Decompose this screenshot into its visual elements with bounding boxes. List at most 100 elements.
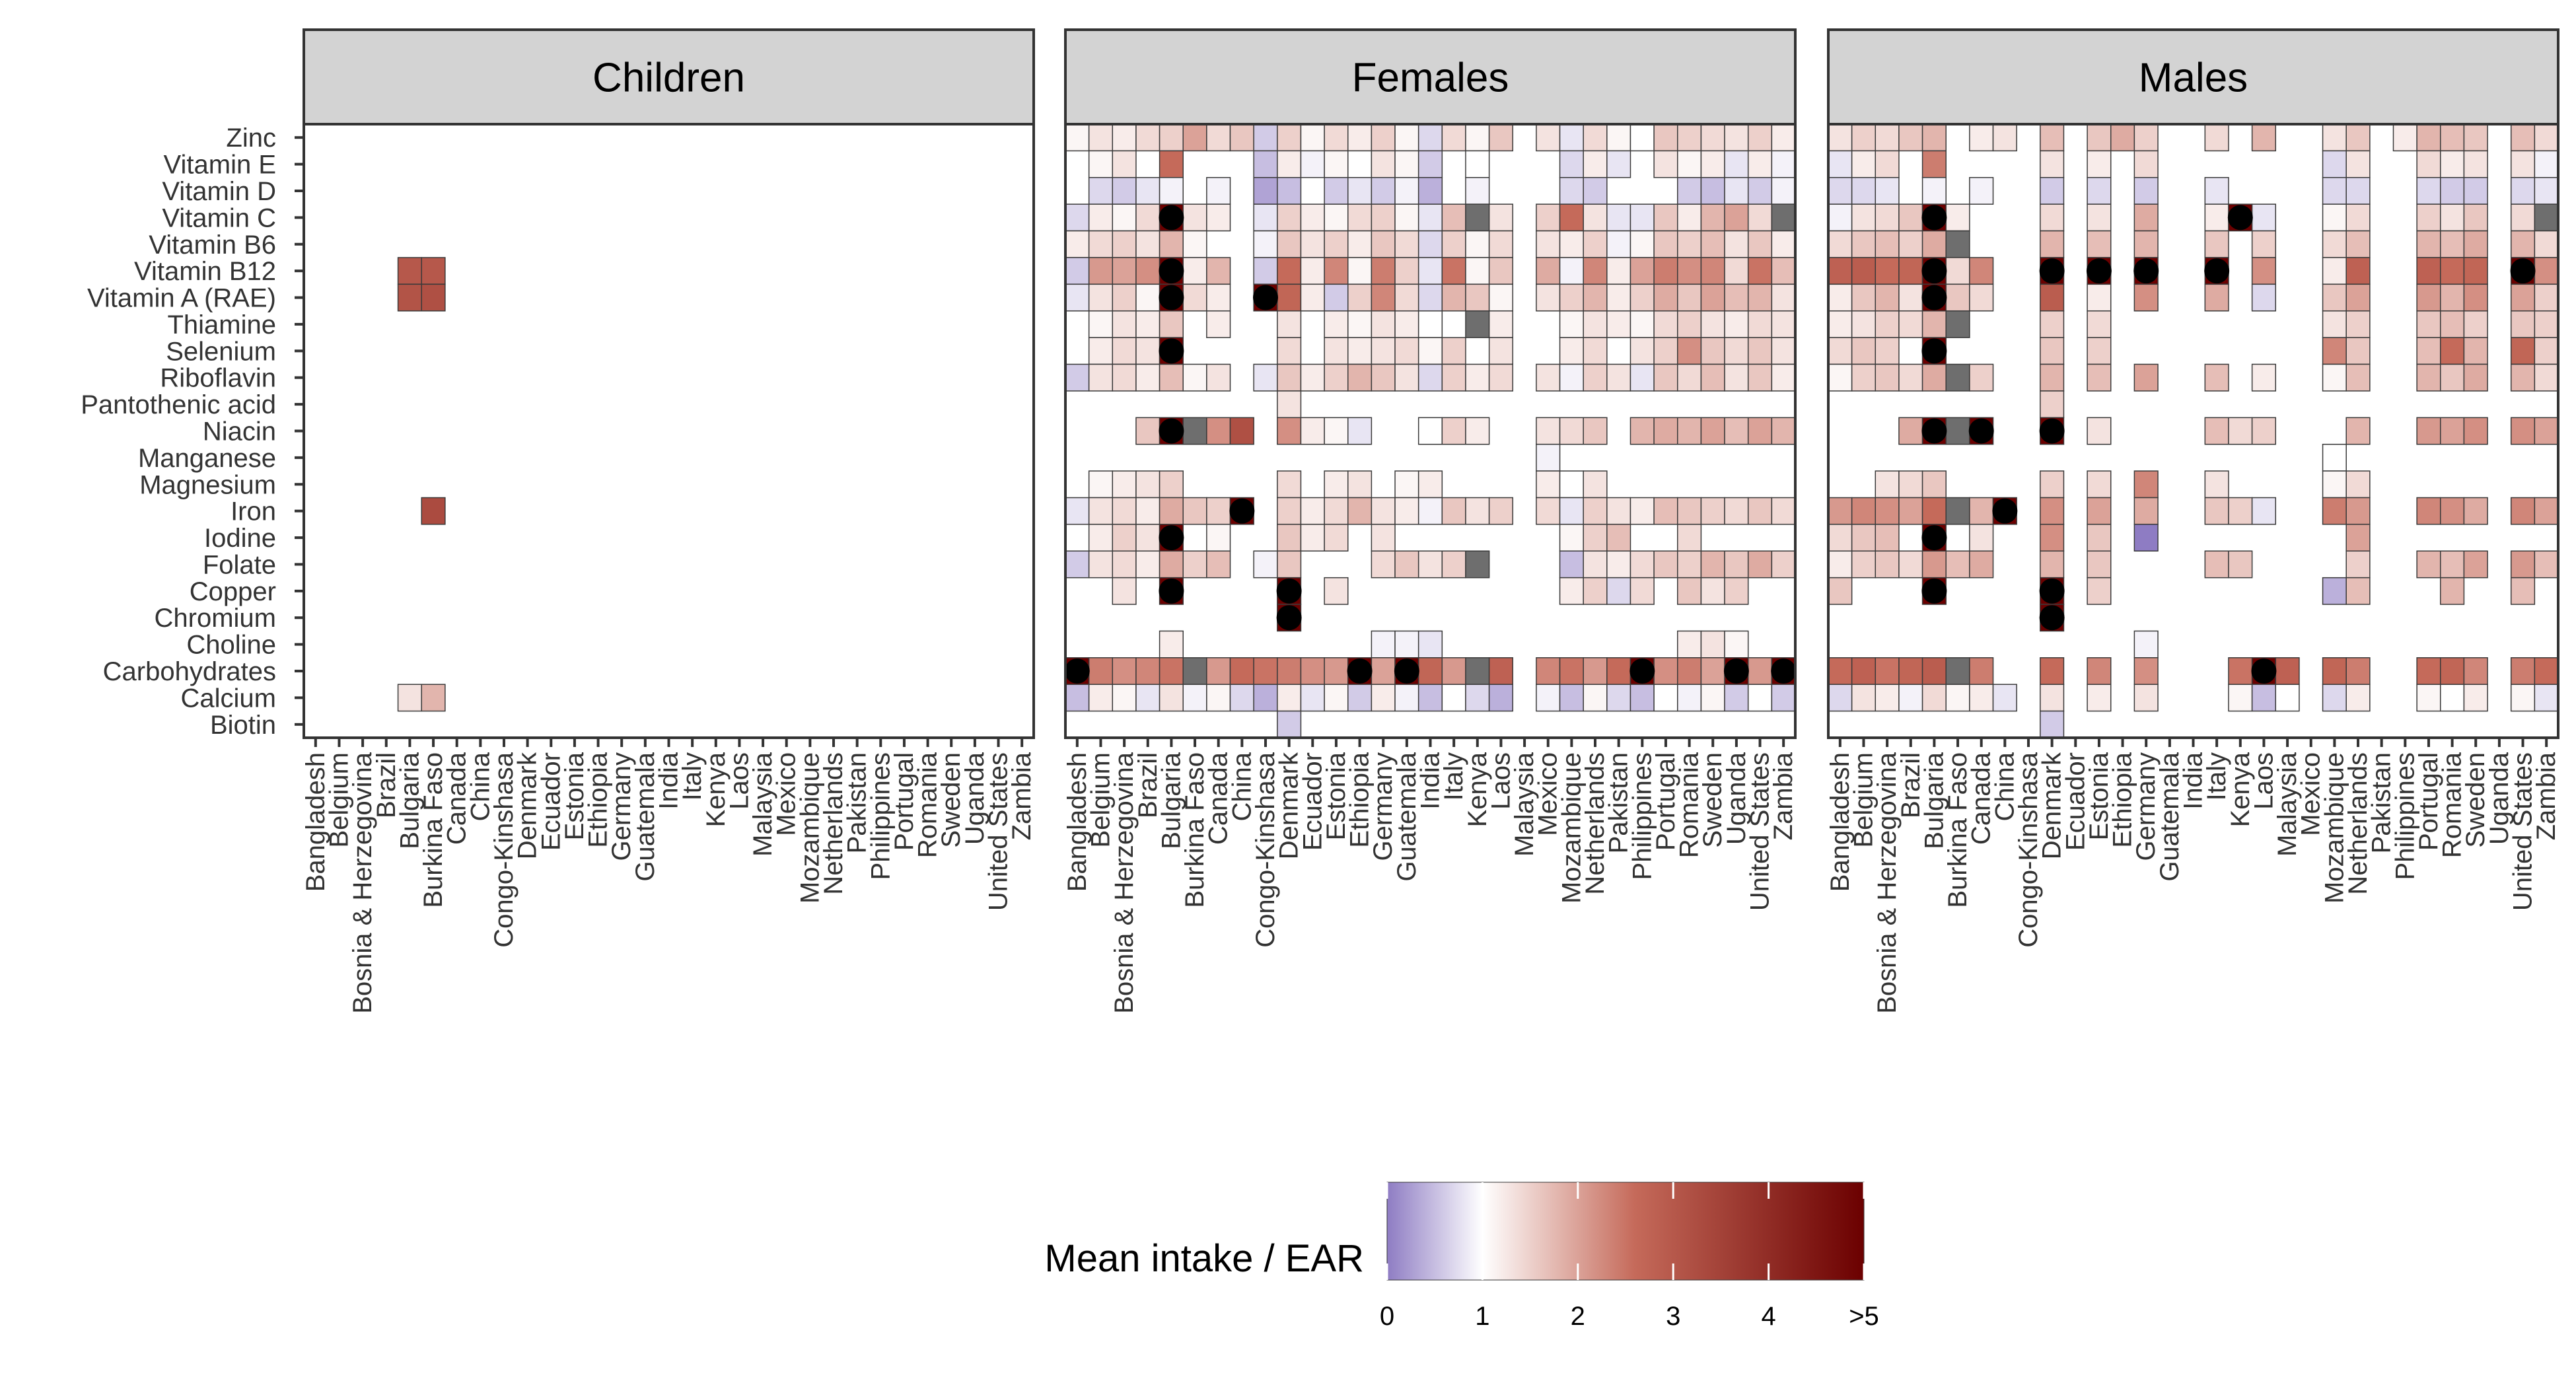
heatmap-cell — [2345, 177, 2371, 205]
above-max-marker — [1159, 418, 1184, 444]
heatmap-cell — [1700, 630, 1725, 658]
heatmap-cell — [1875, 257, 1900, 285]
heatmap-cell — [1583, 657, 1608, 685]
heatmap-cell — [1677, 310, 1702, 338]
heatmap-cell — [1088, 524, 1114, 552]
heatmap-cell — [1898, 310, 1923, 338]
heatmap-cell — [1724, 310, 1749, 338]
above-max-marker — [2039, 578, 2065, 604]
x-tick-label: Canada — [1967, 752, 1996, 845]
heatmap-cell — [1088, 150, 1114, 178]
heatmap-cell — [2133, 124, 2159, 152]
heatmap-cell — [1300, 684, 1325, 712]
heatmap-cell — [1653, 257, 1678, 285]
heatmap-cell — [2463, 417, 2488, 445]
heatmap-cell — [2534, 310, 2559, 338]
x-tick-label: Ethiopia — [2108, 752, 2137, 847]
heatmap-cell — [1159, 230, 1184, 258]
above-max-marker — [1252, 285, 1278, 310]
heatmap-cell — [1371, 363, 1396, 392]
heatmap-cell — [1300, 524, 1325, 552]
heatmap-cell — [1182, 230, 1207, 258]
heatmap-cell — [2463, 124, 2488, 152]
heatmap-cell — [1700, 577, 1725, 605]
heatmap-cell — [1394, 177, 1419, 205]
heatmap-cell — [1921, 177, 1947, 205]
heatmap-cell — [1851, 337, 1877, 365]
legend-tick-label: 2 — [1571, 1302, 1585, 1331]
heatmap-cell — [1536, 657, 1561, 685]
heatmap-cell — [1700, 497, 1725, 525]
heatmap-cell — [1724, 203, 1749, 232]
heatmap-cell — [1112, 337, 1137, 365]
heatmap-cell — [1277, 657, 1302, 685]
heatmap-cell — [1583, 577, 1608, 605]
heatmap-cell — [1828, 177, 1853, 205]
heatmap-cell — [2345, 363, 2371, 392]
heatmap-cell — [1488, 283, 1514, 312]
x-tick-label: Zambia — [2532, 752, 2561, 840]
heatmap-cell — [1465, 550, 1490, 579]
heatmap-cell — [1629, 230, 1655, 258]
heatmap-cell — [1417, 417, 1443, 445]
heatmap-cell — [1135, 363, 1161, 392]
heatmap-cell — [1921, 550, 1947, 579]
heatmap-cell — [1324, 577, 1349, 605]
heatmap-cell — [1347, 417, 1373, 445]
heatmap-cell — [1875, 363, 1900, 392]
heatmap-cell — [1677, 684, 1702, 712]
heatmap-cell — [1347, 150, 1373, 178]
heatmap-cell — [1394, 310, 1419, 338]
heatmap-cell — [1771, 550, 1796, 579]
heatmap-cell — [1677, 550, 1702, 579]
heatmap-cell — [1441, 203, 1466, 232]
heatmap-cell — [1629, 337, 1655, 365]
heatmap-cell — [1112, 310, 1137, 338]
heatmap-cell — [1536, 470, 1561, 499]
heatmap-cell — [1277, 177, 1302, 205]
heatmap-cell — [1536, 124, 1561, 152]
heatmap-cell — [1112, 124, 1137, 152]
heatmap-cell — [1206, 417, 1231, 445]
x-tick-label: Belgium — [324, 752, 353, 848]
heatmap-cell — [1206, 684, 1231, 712]
heatmap-cell — [1324, 363, 1349, 392]
heatmap-cell — [1629, 283, 1655, 312]
heatmap-cell — [1921, 657, 1947, 685]
heatmap-cell — [1347, 497, 1373, 525]
heatmap-cell — [1653, 124, 1678, 152]
heatmap-cell — [2440, 684, 2465, 712]
heatmap-cell — [2228, 657, 2253, 685]
heatmap-cell — [1088, 177, 1114, 205]
heatmap-cell — [1112, 230, 1137, 258]
heatmap-cell — [1488, 257, 1514, 285]
heatmap-cell — [1371, 684, 1396, 712]
y-tick-label: Iodine — [204, 524, 276, 553]
heatmap-cell — [1606, 363, 1631, 392]
heatmap-cell — [1921, 150, 1947, 178]
heatmap-cell — [1921, 230, 1947, 258]
heatmap-cell — [1135, 684, 1161, 712]
heatmap-cell — [1677, 124, 1702, 152]
heatmap-cell — [2087, 470, 2112, 499]
heatmap-cell — [1206, 124, 1231, 152]
heatmap-cell — [1347, 337, 1373, 365]
heatmap-cell — [1394, 337, 1419, 365]
heatmap-cell — [1921, 470, 1947, 499]
legend-tick-label: >5 — [1849, 1302, 1879, 1331]
heatmap-cell — [1065, 283, 1090, 312]
heatmap-cell — [1300, 257, 1325, 285]
heatmap-cell — [2463, 684, 2488, 712]
heatmap-cell — [397, 283, 422, 312]
heatmap-cell — [1135, 203, 1161, 232]
y-tick-label: Vitamin B6 — [149, 231, 276, 260]
heatmap-cell — [1465, 283, 1490, 312]
above-max-marker — [1723, 658, 1749, 684]
x-tick-label: Uganda — [1722, 752, 1751, 845]
heatmap-cell — [1441, 497, 1466, 525]
heatmap-cell — [1088, 684, 1114, 712]
x-tick-label: Canada — [443, 752, 472, 845]
x-tick-label: Mozambique — [795, 752, 824, 904]
heatmap-cell — [2040, 230, 2065, 258]
heatmap-cell — [1371, 337, 1396, 365]
